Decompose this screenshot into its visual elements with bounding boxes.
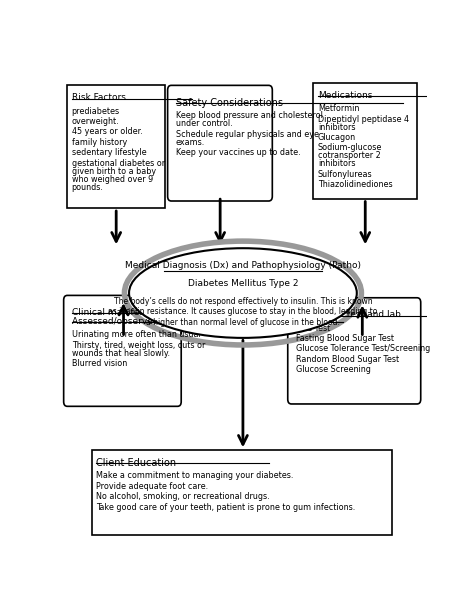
Text: Blurred vision: Blurred vision [72, 359, 127, 368]
Text: Glucose Screening: Glucose Screening [296, 365, 371, 375]
Text: Take good care of your teeth, patient is prone to gum infections.: Take good care of your teeth, patient is… [96, 503, 355, 512]
Text: Dipeptidyl peptidase 4: Dipeptidyl peptidase 4 [318, 115, 409, 124]
FancyBboxPatch shape [288, 298, 421, 404]
Text: Keep your vaccines up to date.: Keep your vaccines up to date. [176, 148, 301, 157]
Text: exams.: exams. [176, 138, 205, 147]
Text: Clinical manifestations: Clinical manifestations [72, 308, 175, 317]
Text: pounds.: pounds. [72, 183, 104, 192]
Text: A1C Test: A1C Test [296, 324, 330, 333]
Text: inhibitors: inhibitors [318, 159, 356, 169]
Text: Diagnostic test and lab: Diagnostic test and lab [296, 310, 401, 319]
Text: family history: family history [72, 138, 127, 147]
Text: Keep blood pressure and cholesterol: Keep blood pressure and cholesterol [176, 112, 323, 120]
Text: Glucagon: Glucagon [318, 133, 356, 142]
Text: prediabetes: prediabetes [72, 107, 120, 116]
Text: Risk Factors: Risk Factors [72, 93, 126, 102]
Text: The body’s cells do not respond effectively to insulin. This is known
as insulin: The body’s cells do not respond effectiv… [108, 297, 378, 327]
Text: Random Blood Sugar Test: Random Blood Sugar Test [296, 355, 399, 364]
Text: Diabetes Mellitus Type 2: Diabetes Mellitus Type 2 [188, 279, 298, 288]
FancyBboxPatch shape [91, 450, 392, 535]
Text: Sulfonylureas: Sulfonylureas [318, 170, 373, 179]
Text: who weighed over 9: who weighed over 9 [72, 175, 153, 183]
FancyBboxPatch shape [313, 83, 417, 199]
Text: given birth to a baby: given birth to a baby [72, 167, 156, 175]
Text: cotransporter 2: cotransporter 2 [318, 151, 381, 161]
Text: Metformin: Metformin [318, 104, 359, 113]
Text: inhibitors: inhibitors [318, 123, 356, 132]
Text: Client Education: Client Education [96, 458, 176, 468]
Text: Thiazolidinediones: Thiazolidinediones [318, 180, 392, 189]
Text: Fasting Blood Sugar Test: Fasting Blood Sugar Test [296, 334, 394, 343]
Ellipse shape [129, 248, 357, 338]
FancyBboxPatch shape [67, 85, 164, 208]
Text: wounds that heal slowly.: wounds that heal slowly. [72, 349, 170, 358]
Text: Safety Considerations: Safety Considerations [176, 97, 283, 108]
Text: Urinating more often than usual: Urinating more often than usual [72, 330, 201, 340]
Text: Sodium-glucose: Sodium-glucose [318, 143, 382, 153]
Text: overweight.: overweight. [72, 117, 119, 126]
Text: Glucose Tolerance Test/Screening: Glucose Tolerance Test/Screening [296, 345, 430, 354]
Text: Provide adequate foot care.: Provide adequate foot care. [96, 482, 208, 491]
Text: 45 years or older.: 45 years or older. [72, 128, 143, 136]
Text: Schedule regular physicals and eye: Schedule regular physicals and eye [176, 130, 319, 139]
Text: Medications: Medications [318, 91, 372, 99]
FancyBboxPatch shape [64, 295, 181, 406]
Text: Assessed/observed in client: Assessed/observed in client [72, 317, 198, 326]
Text: Thirsty, tired, weight loss, cuts or: Thirsty, tired, weight loss, cuts or [72, 341, 205, 350]
Text: Medical Diagnosis (Dx) and Pathophysiology (Patho): Medical Diagnosis (Dx) and Pathophysiolo… [125, 261, 361, 270]
Text: under control.: under control. [176, 120, 232, 128]
Text: gestational diabetes or: gestational diabetes or [72, 159, 165, 167]
Text: sedentary lifestyle: sedentary lifestyle [72, 148, 146, 157]
Text: No alcohol, smoking, or recreational drugs.: No alcohol, smoking, or recreational dru… [96, 492, 270, 501]
Text: Make a commitment to managing your diabetes.: Make a commitment to managing your diabe… [96, 471, 293, 481]
FancyBboxPatch shape [168, 85, 272, 201]
